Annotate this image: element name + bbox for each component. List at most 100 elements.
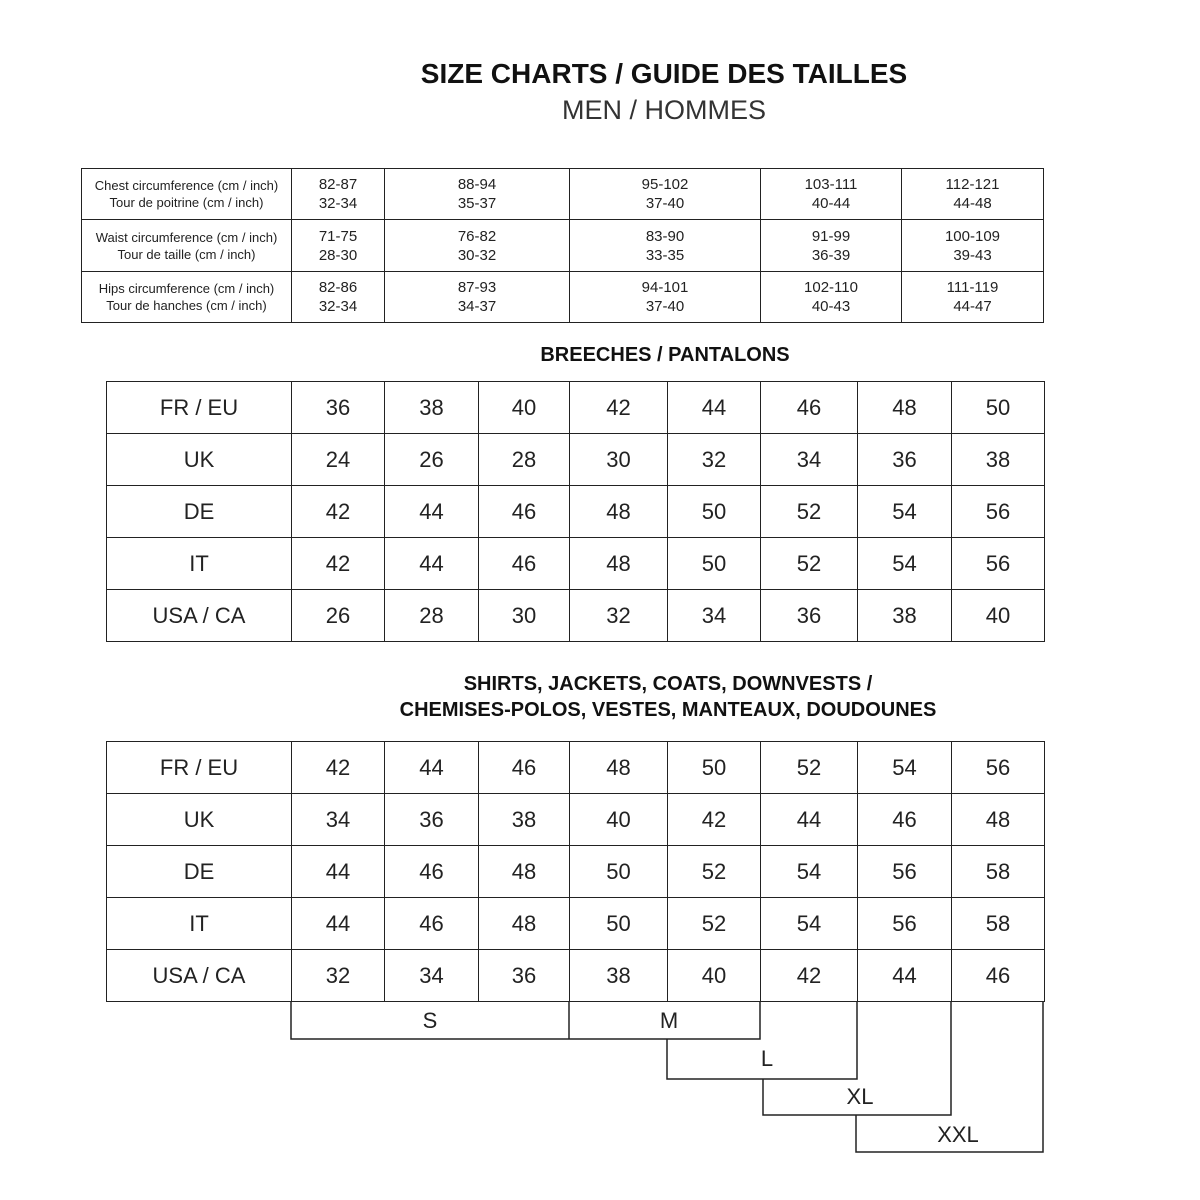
value-line: 35-37 <box>457 195 497 212</box>
value-line: 32-34 <box>318 195 358 212</box>
measurement-label: Hips circumference (cm / inch) Tour de ha… <box>81 271 292 323</box>
size-cell: 30 <box>478 589 570 642</box>
size-row: UK 34 36 38 40 42 44 46 48 <box>106 793 1045 846</box>
value-line: 40-43 <box>811 298 851 315</box>
size-row: IT 44 46 48 50 52 54 56 58 <box>106 897 1045 950</box>
region-label: USA / CA <box>106 949 292 1002</box>
region-label: UK <box>106 433 292 486</box>
size-cell: 56 <box>857 845 952 898</box>
measurement-cell: 94-101 37-40 <box>569 271 761 323</box>
label-line: Waist circumference (cm / inch) <box>95 229 278 245</box>
breeches-title: BREECHES / PANTALONS <box>540 344 790 366</box>
value-line: 76-82 <box>457 227 497 245</box>
size-cell: 54 <box>857 741 952 794</box>
size-cell: 44 <box>291 897 385 950</box>
value-line: 28-30 <box>318 246 358 264</box>
size-row: DE 44 46 48 50 52 54 56 58 <box>106 845 1045 898</box>
measurement-cell: 111-119 44-47 <box>901 271 1044 323</box>
value-line: 111-119 <box>946 279 999 296</box>
page-title: SIZE CHARTS / GUIDE DES TAILLES <box>420 58 908 89</box>
size-cell: 52 <box>760 741 858 794</box>
size-cell: 56 <box>951 485 1045 538</box>
size-cell: 48 <box>569 485 668 538</box>
size-cell: 54 <box>857 537 952 590</box>
size-cell: 32 <box>291 949 385 1002</box>
measurement-cell: 91-99 36-39 <box>760 219 902 272</box>
measurements-table: Chest circumference (cm / inch) Tour de p… <box>81 168 1044 323</box>
size-cell: 56 <box>857 897 952 950</box>
size-cell: 40 <box>951 589 1045 642</box>
size-row: UK 24 26 28 30 32 34 36 38 <box>106 433 1045 486</box>
size-cell: 50 <box>667 485 761 538</box>
size-cell: 42 <box>291 485 385 538</box>
value-line: 88-94 <box>457 176 497 193</box>
size-cell: 36 <box>857 433 952 486</box>
value-line: 32-34 <box>318 298 358 315</box>
region-label: DE <box>106 845 292 898</box>
size-cell: 24 <box>291 433 385 486</box>
size-cell: 30 <box>569 433 668 486</box>
size-row: IT 42 44 46 48 50 52 54 56 <box>106 537 1045 590</box>
label-line: Hips circumference (cm / inch) <box>98 281 275 296</box>
shirts-title-line2: CHEMISES-POLOS, VESTES, MANTEAUX, DOUDOU… <box>399 699 937 721</box>
size-cell: 42 <box>291 537 385 590</box>
size-cell: 52 <box>667 845 761 898</box>
region-label: FR / EU <box>106 381 292 434</box>
size-row: FR / EU 42 44 46 48 50 52 54 56 <box>106 741 1045 794</box>
size-cell: 38 <box>569 949 668 1002</box>
size-cell: 40 <box>667 949 761 1002</box>
size-cell: 54 <box>760 897 858 950</box>
size-cell: 42 <box>569 381 668 434</box>
measurement-cell: 83-90 33-35 <box>569 219 761 272</box>
breeches-table: FR / EU 36 38 40 42 44 46 48 50 UK 24 26 28 30 32 34 36 3… <box>106 381 1045 642</box>
size-cell: 44 <box>291 845 385 898</box>
value-line: 30-32 <box>457 246 497 264</box>
size-cell: 44 <box>384 485 479 538</box>
size-cell: 32 <box>569 589 668 642</box>
measurement-label: Chest circumference (cm / inch) Tour de p… <box>81 168 292 220</box>
size-cell: 52 <box>760 485 858 538</box>
size-cell: 46 <box>478 741 570 794</box>
value-line: 37-40 <box>645 195 685 212</box>
size-cell: 48 <box>478 845 570 898</box>
size-cell: 50 <box>569 897 668 950</box>
measurement-row: Chest circumference (cm / inch) Tour de p… <box>81 168 1044 220</box>
size-cell: 34 <box>291 793 385 846</box>
size-cell: 42 <box>291 741 385 794</box>
value-line: 82-86 <box>318 279 358 296</box>
page-subtitle: MEN / HOMMES <box>561 95 766 125</box>
size-cell: 34 <box>760 433 858 486</box>
size-cell: 58 <box>951 897 1045 950</box>
size-cell: 26 <box>291 589 385 642</box>
size-xxl: XXL <box>937 1122 979 1147</box>
size-cell: 32 <box>667 433 761 486</box>
size-cell: 28 <box>384 589 479 642</box>
size-cell: 46 <box>760 381 858 434</box>
size-cell: 46 <box>384 845 479 898</box>
value-line: 44-48 <box>953 195 992 212</box>
value-line: 87-93 <box>457 279 497 296</box>
size-cell: 54 <box>857 485 952 538</box>
size-cell: 36 <box>291 381 385 434</box>
size-cell: 48 <box>478 897 570 950</box>
size-cell: 38 <box>478 793 570 846</box>
value-line: 40-44 <box>811 195 851 212</box>
measurement-cell: 76-82 30-32 <box>384 219 570 272</box>
label-line: Chest circumference (cm / inch) <box>94 178 279 193</box>
value-line: 102-110 <box>804 279 858 296</box>
measurement-cell: 82-87 32-34 <box>291 168 385 220</box>
size-cell: 48 <box>569 537 668 590</box>
size-cell: 52 <box>760 537 858 590</box>
size-s: S <box>422 1008 438 1033</box>
size-cell: 44 <box>384 537 479 590</box>
size-l: L <box>760 1046 774 1071</box>
value-line: 83-90 <box>645 227 685 245</box>
size-cell: 50 <box>951 381 1045 434</box>
shirts-title-line1: SHIRTS, JACKETS, COATS, DOWNVESTS / <box>463 673 873 695</box>
size-xl: XL <box>846 1084 874 1109</box>
region-label: UK <box>106 793 292 846</box>
size-cell: 50 <box>569 845 668 898</box>
size-cell: 36 <box>384 793 479 846</box>
size-m: M <box>659 1008 679 1033</box>
value-line: 95-102 <box>641 176 689 193</box>
